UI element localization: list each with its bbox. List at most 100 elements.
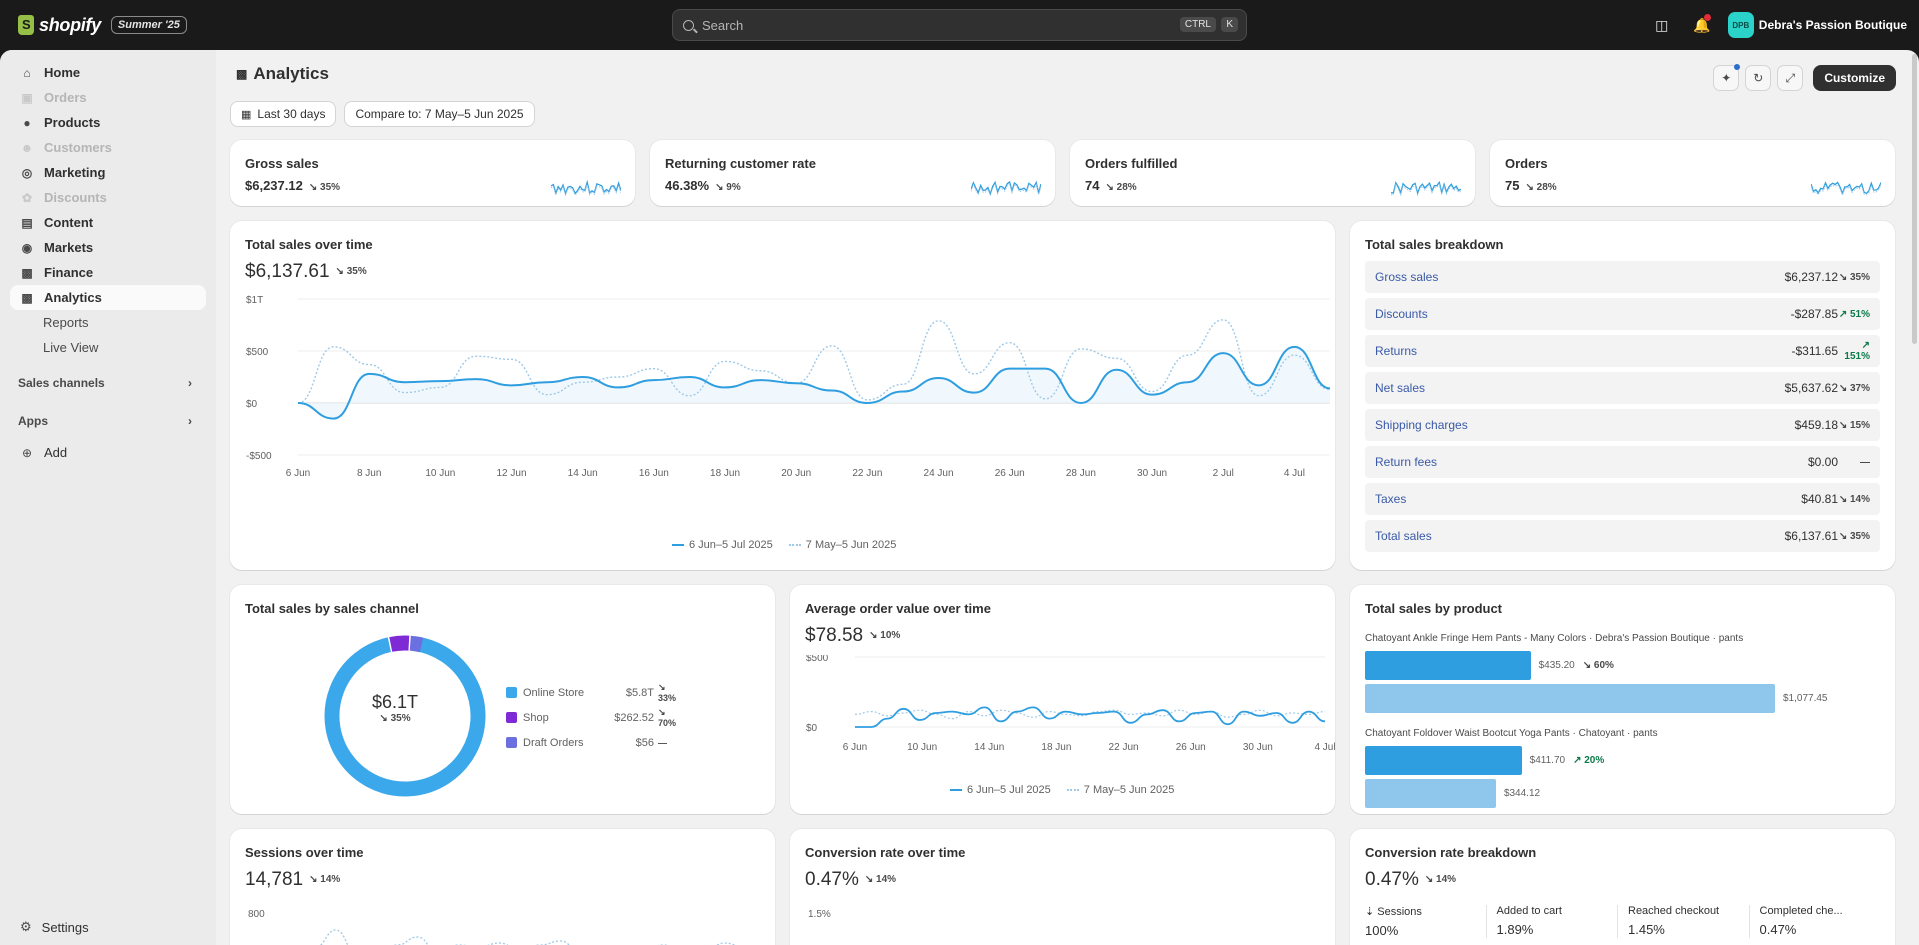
channel-legend-row[interactable]: Draft Orders $56 — [506,730,686,755]
delta-value: 14% [876,874,897,886]
compare-button[interactable]: Compare to: 7 May–5 Jun 2025 [344,101,535,127]
x-tick-label: 14 Jun [974,742,1004,753]
card-title[interactable]: Total sales over time [245,237,373,252]
breakdown-delta: ↘ 15% [1838,419,1870,431]
breakdown-label[interactable]: Shipping charges [1375,418,1468,432]
kpi-card-orders[interactable]: Orders 75 ↘ 28% [1490,140,1895,206]
bar-previous[interactable] [1365,684,1775,713]
bar-previous[interactable] [1365,779,1496,808]
calendar-icon: ▦ [241,108,252,121]
breakdown-label[interactable]: Taxes [1375,492,1407,506]
funnel-step[interactable]: Completed che... 0.47% [1748,905,1881,938]
scrollbar[interactable] [1912,54,1917,344]
series-line-previous[interactable] [295,929,765,945]
fullscreen-icon[interactable]: ⤢ [1777,65,1804,91]
donut-slice[interactable] [389,635,410,652]
sidebar-item-marketing[interactable]: ◎ Marketing [10,160,206,185]
funnel-step[interactable]: ⇣ Sessions 100% [1365,905,1486,938]
legend-previous[interactable]: 7 May–5 Jun 2025 [1083,784,1175,796]
breakdown-label[interactable]: Net sales [1375,381,1426,395]
sidebar-item-markets[interactable]: ◉ Markets [10,235,206,260]
channel-donut-chart[interactable] [320,631,490,801]
breakdown-row[interactable]: Gross sales $6,237.12 ↘ 35% [1365,261,1880,293]
card-title[interactable]: Total sales by sales channel [245,601,419,616]
breakdown-row[interactable]: Total sales $6,137.61 ↘ 35% [1365,520,1880,552]
sidebar-item-orders[interactable]: ▣ Orders [10,85,206,110]
edition-badge[interactable]: Summer '25 [110,16,187,34]
sidebar-item-live-view[interactable]: Live View [10,335,206,360]
funnel-step[interactable]: Reached checkout 1.45% [1617,905,1749,938]
delta-value: 14% [320,874,341,886]
settings-link[interactable]: ⚙ Settings [20,919,89,935]
date-range-button[interactable]: ▦ Last 30 days [230,101,337,127]
shopify-logo[interactable]: shopify [18,15,101,36]
breakdown-row[interactable]: Net sales $5,637.62 ↘ 37% [1365,372,1880,404]
sidebar-item-reports[interactable]: Reports [10,310,206,335]
sidebar-item-analytics[interactable]: ▩ Analytics [10,285,206,310]
sidebar-item-products[interactable]: ● Products [10,110,206,135]
bar-delta: ↘ 60% [1582,660,1614,671]
legend-current[interactable]: 6 Jun–5 Jul 2025 [967,784,1051,796]
sales-channels-section[interactable]: Sales channels › [10,364,206,402]
bar-current[interactable] [1365,746,1522,775]
product-name[interactable]: Chatoyant Ankle Fringe Hem Pants - Many … [1365,633,1744,644]
breakdown-label[interactable]: Discounts [1375,307,1428,321]
breakdown-row[interactable]: Discounts -$287.85 ↗ 51% [1365,298,1880,330]
breakdown-label[interactable]: Returns [1375,344,1418,358]
product-block[interactable]: Chatoyant Ankle Fringe Hem Pants - Many … [1365,633,1880,716]
card-title[interactable]: Total sales by product [1365,601,1503,616]
funnel-step[interactable]: Added to cart 1.89% [1485,905,1618,938]
refresh-icon[interactable]: ↻ [1745,65,1772,91]
product-name[interactable]: Chatoyant Foldover Waist Bootcut Yoga Pa… [1365,728,1658,739]
product-block[interactable]: Chatoyant Foldover Waist Bootcut Yoga Pa… [1365,728,1880,811]
breakdown-delta: ↘ 35% [1838,530,1870,542]
channel-legend-row[interactable]: Shop $262.52 ↘ 70% [506,705,686,730]
sidebar-item-label: Marketing [44,165,106,180]
card-title[interactable]: Conversion rate over time [805,845,966,860]
y-tick-label: -$500 [246,451,272,462]
sparkle-icon[interactable]: ✦ [1713,64,1741,91]
kpi-card-orders-fulfilled[interactable]: Orders fulfilled 74 ↘ 28% [1070,140,1475,206]
aov-chart[interactable]: $500 $0 6 Jun 10 Jun 14 Jun 18 Jun 22 Jun 26 Ju… [790,655,1335,765]
x-tick-label: 10 Jun [907,742,937,753]
add-app-button[interactable]: ⊕ Add [10,440,206,465]
apps-section[interactable]: Apps › [10,402,206,440]
sidebar-item-discounts[interactable]: ✿ Discounts [10,185,206,210]
breakdown-label[interactable]: Total sales [1375,529,1432,543]
card-title[interactable]: Sessions over time [245,845,364,860]
breakdown-row[interactable]: Return fees $0.00 — [1365,446,1880,478]
legend-previous[interactable]: 7 May–5 Jun 2025 [805,539,897,551]
sidekick-icon[interactable]: ◫ [1655,16,1669,33]
card-title[interactable]: Conversion rate breakdown [1365,845,1537,860]
x-tick-label: 22 Jun [1109,742,1139,753]
series-line-current[interactable] [297,345,1331,420]
channel-legend-row[interactable]: Online Store $5.8T ↘ 33% [506,680,686,705]
series-line-current[interactable] [855,706,1326,728]
customize-button[interactable]: Customize [1813,65,1896,91]
sessions-chart[interactable] [230,925,775,945]
search-input[interactable]: Search CTRL K [672,9,1247,41]
kpi-card-gross-sales[interactable]: Gross sales $6,237.12 ↘ 35% [230,140,635,206]
breakdown-row[interactable]: Returns -$311.65 ↗ 151% [1365,335,1880,367]
kpi-card-returning-rate[interactable]: Returning customer rate 46.38% ↘ 9% [650,140,1055,206]
series-line-previous[interactable] [297,319,1331,404]
bell-icon[interactable]: 🔔 [1688,11,1716,39]
store-menu[interactable]: DPB Debra's Passion Boutique [1727,12,1907,38]
bar-current[interactable] [1365,651,1531,680]
total-sales-chart[interactable]: $1T $500 $0 -$500 6 Jun 8 Jun 10 Jun 12 Jun 14 J… [230,287,1335,547]
sidebar-item-customers[interactable]: ☻ Customers [10,135,206,160]
sidebar-item-content[interactable]: ▤ Content [10,210,206,235]
sidebar-item-home[interactable]: ⌂ Home [10,60,206,85]
sparkline [971,180,1041,196]
card-title[interactable]: Average order value over time [805,601,991,616]
legend-current[interactable]: 6 Jun–5 Jul 2025 [689,539,773,551]
sidebar-item-finance[interactable]: ▩ Finance [10,260,206,285]
breakdown-label[interactable]: Return fees [1375,455,1438,469]
donut-slice[interactable] [324,636,486,797]
donut-slice[interactable] [409,635,424,653]
card-title[interactable]: Total sales breakdown [1365,237,1504,252]
channel-value: $5.8T [625,686,654,699]
breakdown-row[interactable]: Taxes $40.81 ↘ 14% [1365,483,1880,515]
breakdown-label[interactable]: Gross sales [1375,270,1439,284]
breakdown-row[interactable]: Shipping charges $459.18 ↘ 15% [1365,409,1880,441]
